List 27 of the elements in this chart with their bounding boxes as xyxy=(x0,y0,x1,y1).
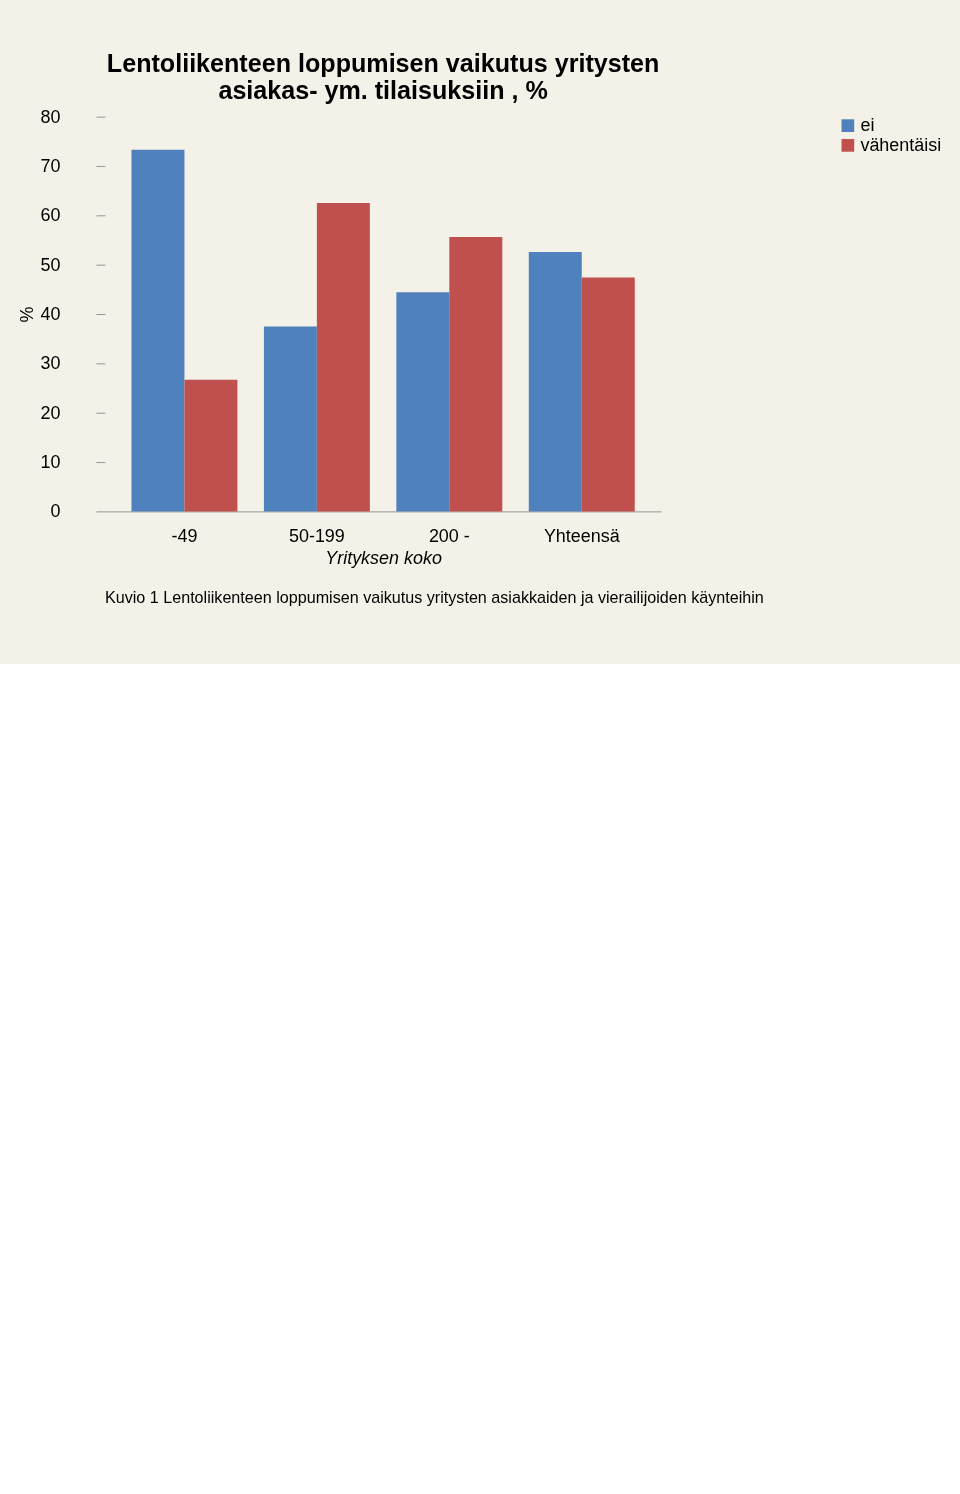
y-tick-label: 40 xyxy=(40,303,61,324)
bar xyxy=(263,326,317,512)
bar xyxy=(316,203,370,512)
bar xyxy=(581,277,635,512)
y-tick-label: 30 xyxy=(40,353,61,374)
legend-label: vähentäisi xyxy=(860,134,942,155)
text: Lentoliikenteen loppumisen vaikutus yritysten xyxy=(106,48,660,77)
bar xyxy=(449,237,503,512)
bar xyxy=(184,379,238,512)
y-tick-label: 70 xyxy=(40,155,61,176)
y-axis-title: % xyxy=(17,306,38,323)
bar xyxy=(396,292,450,512)
x-tick-label: -49 xyxy=(171,526,198,547)
x-tick-label: 200 - xyxy=(428,526,470,547)
legend-label: ei xyxy=(860,115,875,136)
y-tick-label: 10 xyxy=(40,451,61,472)
bar xyxy=(131,149,185,512)
text: Kuvio 1 Lentoliikenteen loppumisen vaikutus yritysten asiakkaiden ja vierailijoiden käynteihin xyxy=(104,587,764,606)
x-tick-label: Yhteensä xyxy=(543,526,620,547)
x-axis-title: Yrityksen koko xyxy=(325,547,442,568)
y-tick-label: 50 xyxy=(40,254,61,275)
y-tick-label: 20 xyxy=(40,402,61,423)
bar xyxy=(528,251,582,512)
y-tick-label: 60 xyxy=(40,205,61,226)
y-tick-label: 0 xyxy=(50,501,61,522)
y-tick-label: 80 xyxy=(40,106,61,127)
x-tick-label: 50-199 xyxy=(288,526,345,547)
